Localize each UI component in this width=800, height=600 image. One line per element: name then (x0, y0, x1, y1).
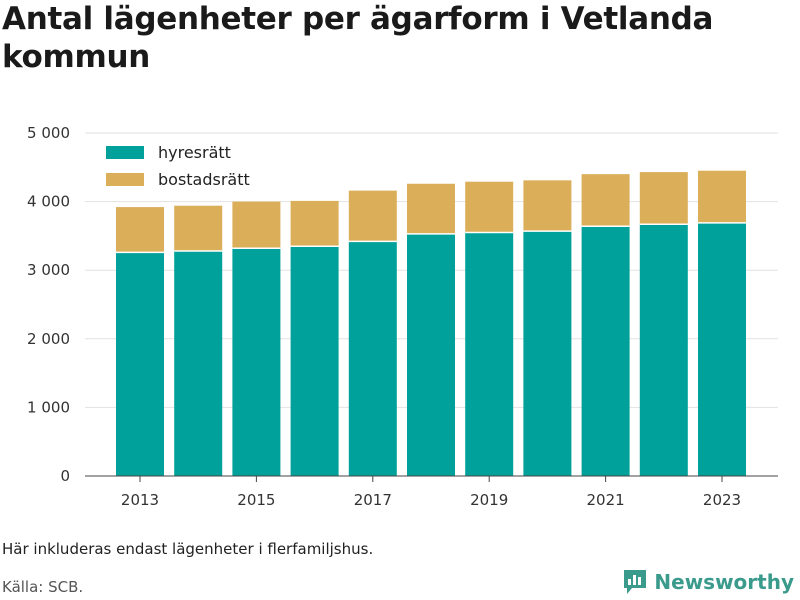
legend-swatch (106, 146, 144, 159)
x-tick-label: 2013 (121, 491, 159, 509)
bar-segment-hyresrätt (523, 231, 572, 476)
bar-segment-bostadsrätt (523, 180, 572, 232)
source-note: Källa: SCB. (2, 578, 84, 596)
bar-segment-bostadsrätt (116, 207, 164, 253)
bar-segment-bostadsrätt (581, 174, 630, 227)
y-tick-label: 2 000 (27, 330, 70, 348)
bar-segment-bostadsrätt (232, 201, 281, 249)
bar-segment-bostadsrätt (290, 200, 339, 247)
y-axis: 0 1 000 2 000 3 000 4 000 5 000 (27, 124, 70, 485)
bar-segment-hyresrätt (174, 250, 223, 476)
bar-segment-hyresrätt (698, 222, 746, 476)
legend-swatch (106, 173, 144, 186)
x-axis: 2013 2015 2017 2019 2021 2023 (85, 475, 778, 509)
bar-segment-bostadsrätt (407, 183, 455, 234)
bars (116, 170, 746, 476)
bar-segment-bostadsrätt (174, 205, 223, 251)
y-tick-label: 4 000 (27, 193, 70, 211)
brand-name: Newsworthy (654, 570, 794, 594)
bar-segment-hyresrätt (639, 224, 688, 476)
bar-segment-hyresrätt (232, 248, 281, 476)
bar-segment-bostadsrätt (348, 190, 397, 242)
brand-logo[interactable]: Newsworthy (622, 568, 794, 596)
bar-segment-bostadsrätt (465, 181, 514, 233)
x-tick-label: 2017 (354, 491, 392, 509)
bar-segment-hyresrätt (407, 233, 455, 476)
y-tick-label: 3 000 (27, 261, 70, 279)
footnote: Här inkluderas endast lägenheter i flerf… (2, 540, 374, 558)
x-tick-label: 2021 (587, 491, 625, 509)
bar-segment-hyresrätt (581, 226, 630, 476)
legend-label: hyresrätt (158, 143, 231, 162)
y-tick-label: 1 000 (27, 398, 70, 416)
chart-title: Antal lägenheter per ägarform i Vetlanda… (2, 1, 714, 75)
x-tick-label: 2023 (703, 491, 741, 509)
x-tick-label: 2015 (237, 491, 275, 509)
bar-chart-logo-icon (624, 570, 647, 594)
bar-segment-bostadsrätt (639, 172, 688, 225)
bar-segment-hyresrätt (290, 246, 339, 476)
bar-segment-bostadsrätt (698, 170, 746, 223)
bar-segment-hyresrätt (465, 232, 514, 476)
x-tick-label: 2019 (470, 491, 508, 509)
y-tick-label: 5 000 (27, 124, 70, 142)
bar-segment-hyresrätt (348, 241, 397, 476)
legend: hyresrätt bostadsrätt (106, 143, 250, 189)
y-tick-label: 0 (60, 467, 70, 485)
bar-segment-hyresrätt (116, 252, 164, 476)
legend-label: bostadsrätt (158, 170, 250, 189)
